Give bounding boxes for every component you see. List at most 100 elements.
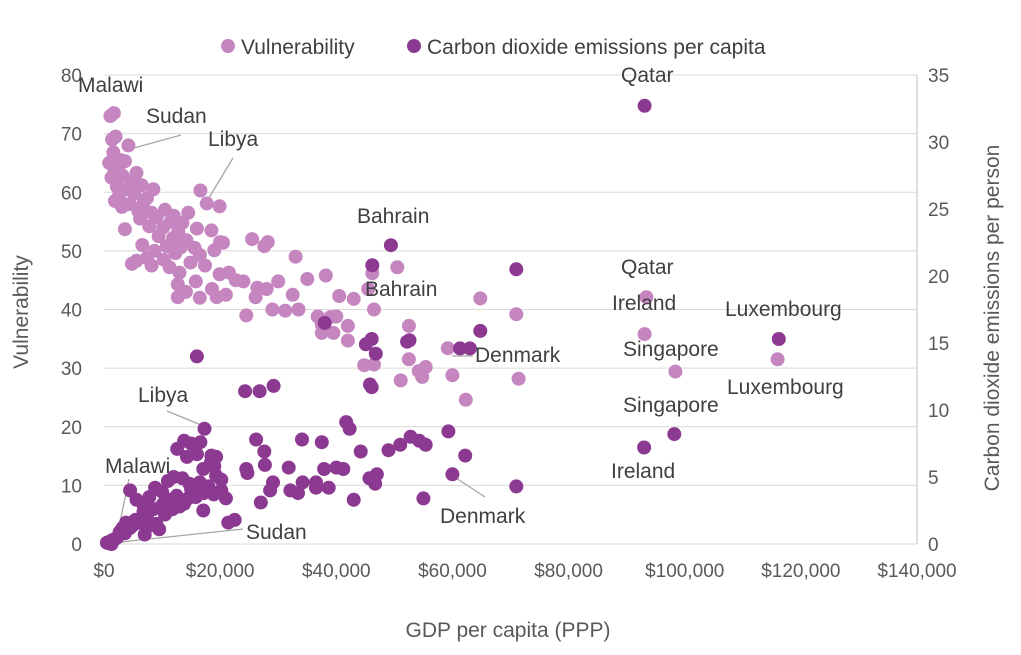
co2-point (257, 444, 272, 459)
legend-label-vulnerability: Vulnerability (241, 36, 355, 59)
vulnerability-point (105, 132, 120, 147)
co2-point (207, 459, 222, 474)
annotation-qatar-top: Qatar (621, 64, 674, 87)
co2-point (214, 472, 229, 487)
vulnerability-point (183, 255, 198, 270)
annotation-bahrain-top: Bahrain (357, 205, 429, 228)
co2-point (314, 435, 329, 450)
co2-point (180, 449, 194, 464)
x-tick-label: $20,000 (186, 561, 255, 582)
vulnerability-point (216, 235, 230, 250)
co2-point (368, 346, 383, 361)
vulnerability-point (278, 303, 293, 318)
right-tick-label: 0 (928, 535, 939, 556)
leader-libya-top (206, 157, 234, 202)
x-axis-ticks: $0 $20,000 $40,000 $60,000 $80,000 $100,000 $1… (93, 561, 956, 582)
co2-point (346, 492, 361, 507)
vulnerability-point (170, 290, 185, 305)
co2-point (381, 443, 396, 458)
annotation-ireland-low: Ireland (611, 460, 675, 483)
vulnerability-point (445, 368, 460, 383)
x-axis-title: GDP per capita (PPP) (405, 619, 610, 642)
co2-point (402, 333, 417, 348)
vulnerability-point (257, 239, 272, 254)
co2-point (383, 238, 398, 253)
vulnerability-point (318, 268, 333, 283)
annotation-luxembourg-mid: Luxembourg (725, 298, 842, 321)
annotation-libya-low: Libya (138, 384, 189, 407)
vulnerability-point (115, 199, 129, 214)
vulnerability-point (106, 106, 121, 121)
vulnerability-point (259, 282, 274, 296)
annotation-bahrain-mid: Bahrain (365, 278, 437, 301)
vulnerability-point (639, 290, 654, 305)
co2-point (416, 491, 431, 506)
co2-point (291, 486, 305, 501)
vulnerability-point (199, 196, 214, 211)
co2-point (281, 460, 296, 475)
co2-point (364, 380, 379, 395)
co2-point (453, 341, 467, 356)
x-tick-label: $100,000 (645, 561, 724, 582)
right-tick-label: 30 (928, 133, 949, 154)
vulnerability-point (440, 341, 455, 356)
vulnerability-point (192, 290, 207, 305)
left-tick-label: 70 (61, 125, 82, 146)
co2-point (252, 384, 267, 399)
co2-point (458, 448, 473, 463)
x-tick-label: $140,000 (877, 561, 956, 582)
vulnerability-point (204, 223, 219, 238)
co2-point (295, 432, 309, 447)
vulnerability-point (151, 229, 166, 244)
annotation-denmark-mid: Denmark (475, 344, 561, 367)
co2-point (189, 349, 204, 364)
vulnerability-point (265, 302, 280, 317)
vulnerability-point (236, 274, 251, 289)
co2-point (227, 512, 242, 527)
vulnerability-point (367, 357, 381, 372)
left-tick-label: 50 (61, 242, 82, 263)
annotation-denmark-low: Denmark (440, 505, 526, 528)
annotation-malawi-top: Malawi (78, 74, 143, 97)
co2-point (509, 262, 524, 277)
vulnerability-point (401, 352, 416, 367)
co2-point (317, 462, 332, 476)
vulnerability-point (285, 287, 300, 302)
vulnerability-point (142, 219, 157, 234)
leader-sudan-top (133, 134, 182, 149)
annotation-sudan-top: Sudan (146, 105, 207, 128)
co2-point (462, 341, 477, 356)
co2-point (353, 444, 368, 459)
vulnerability-point (188, 274, 203, 289)
vulnerability-point (511, 371, 526, 386)
vulnerability-point (418, 360, 433, 374)
vulnerability-point (300, 272, 315, 286)
x-tick-label: $0 (93, 561, 114, 582)
vulnerability-point (329, 309, 344, 324)
vulnerability-point (135, 238, 150, 252)
co2-point (336, 462, 351, 476)
co2-point (369, 467, 384, 482)
vulnerability-point (127, 186, 142, 201)
right-tick-label: 10 (928, 401, 949, 422)
co2-point (365, 258, 380, 273)
vulnerability-point (149, 209, 164, 224)
x-tick-label: $80,000 (534, 561, 603, 582)
vulnerability-point (124, 256, 139, 271)
vulnerability-point (168, 246, 183, 261)
leader-sudan-low (111, 528, 244, 544)
vulnerability-point (189, 221, 204, 236)
co2-point (196, 503, 211, 518)
right-tick-label: 5 (928, 468, 939, 489)
x-tick-label: $40,000 (302, 561, 371, 582)
vulnerability-point (509, 307, 524, 322)
co2-point (137, 527, 152, 542)
annotation-luxembourg-low: Luxembourg (727, 376, 844, 399)
co2-point (266, 378, 281, 393)
right-axis-ticks: 0 5 10 15 20 25 30 35 (928, 66, 949, 556)
vulnerability-point (144, 258, 159, 273)
co2-point (249, 432, 264, 447)
right-tick-label: 15 (928, 334, 949, 355)
vulnerability-point (212, 199, 227, 214)
gridlines (104, 74, 917, 545)
